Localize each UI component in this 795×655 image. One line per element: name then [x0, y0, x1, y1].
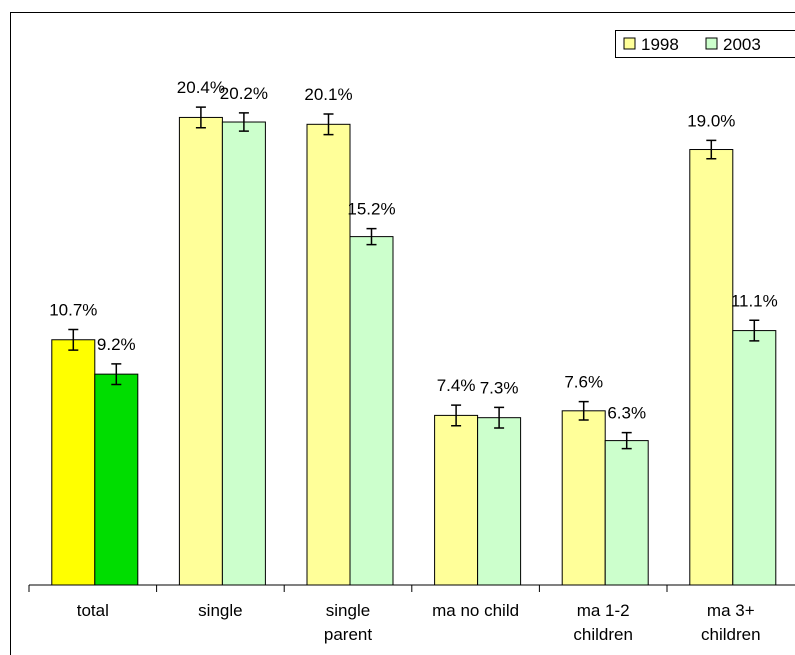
- legend-box: [615, 30, 795, 58]
- bar: [349, 236, 394, 586]
- value-label: 7.6%: [564, 373, 603, 392]
- bar: [604, 440, 649, 586]
- x-tick-label: ma 3+ children: [701, 601, 761, 644]
- bar: [94, 373, 139, 586]
- bar: [178, 116, 223, 586]
- x-tick-label: ma 1-2 children: [573, 601, 633, 644]
- error-bar: [749, 319, 760, 342]
- value-label: 9.2%: [97, 335, 136, 354]
- error-bar: [578, 400, 589, 421]
- value-label: 7.3%: [480, 378, 519, 397]
- error-bar: [706, 139, 717, 160]
- value-label: 15.2%: [347, 200, 395, 219]
- value-label: 6.3%: [607, 404, 646, 423]
- x-tick-label: single parent: [323, 601, 373, 644]
- error-bar: [323, 113, 334, 136]
- error-bar: [621, 431, 632, 450]
- bar: [306, 123, 351, 586]
- chart-frame: [10, 12, 795, 655]
- bar: [51, 339, 96, 586]
- bar: [732, 330, 777, 586]
- value-label: 19.0%: [687, 111, 735, 130]
- bar: [221, 121, 266, 586]
- x-tick-label: ma no child: [432, 601, 520, 620]
- error-bar: [238, 112, 249, 132]
- value-label: 7.4%: [437, 376, 476, 395]
- error-bar: [111, 363, 122, 386]
- x-tick-label: total: [76, 601, 109, 620]
- value-label: 20.1%: [304, 85, 352, 104]
- bar: [689, 149, 734, 586]
- error-bar: [494, 406, 505, 429]
- value-label: 11.1%: [731, 291, 778, 310]
- bar: [561, 410, 606, 586]
- legend-swatch: [705, 37, 718, 50]
- value-label: 20.2%: [220, 84, 268, 103]
- error-bar: [195, 106, 206, 129]
- error-bar: [451, 404, 462, 427]
- value-label: 20.4%: [177, 78, 225, 97]
- value-label: 10.7%: [49, 300, 97, 319]
- error-bar: [366, 227, 377, 246]
- legend-label: 1998: [641, 35, 679, 54]
- bar: [434, 414, 479, 586]
- error-bar: [68, 328, 79, 351]
- legend-label: 2003: [723, 35, 761, 54]
- bar: [477, 417, 522, 586]
- legend-swatch: [623, 37, 636, 50]
- x-tick-label: single: [198, 601, 243, 620]
